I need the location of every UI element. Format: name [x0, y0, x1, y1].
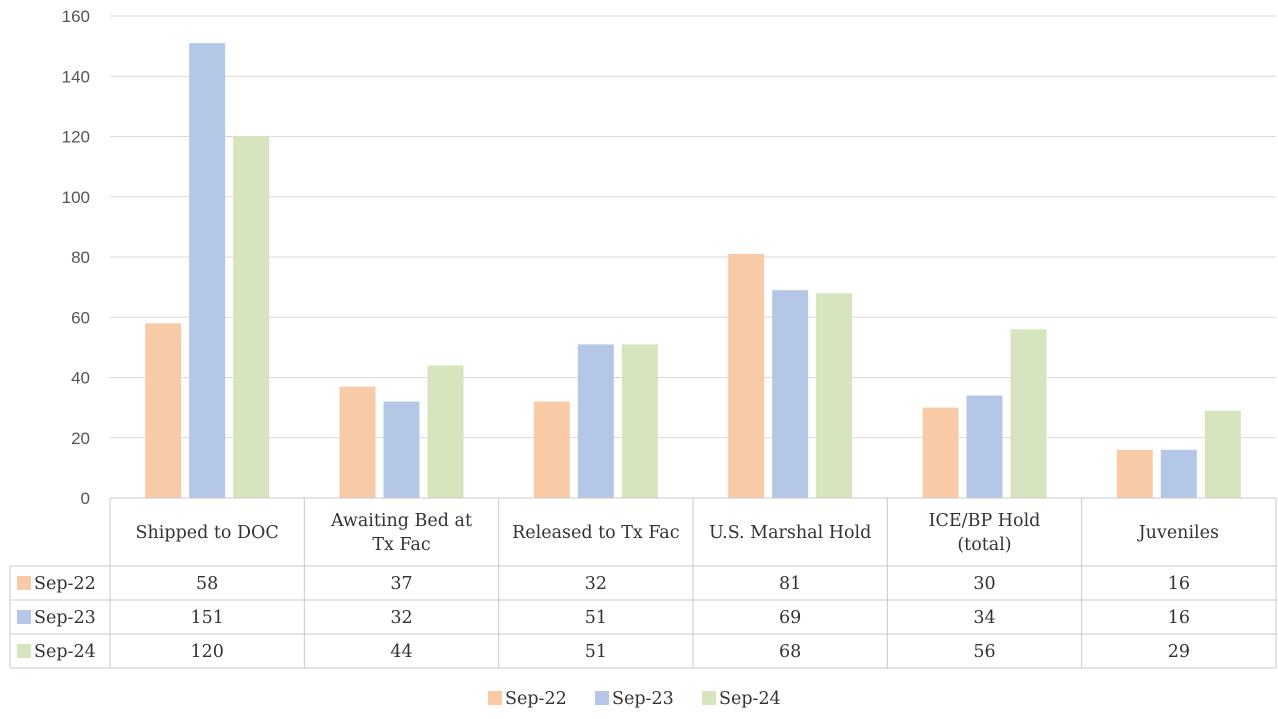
- legend-label: Sep-23: [612, 689, 674, 709]
- y-tick-label: 140: [62, 67, 90, 86]
- category-label: Awaiting Bed at: [330, 511, 472, 531]
- table-cell-value: 29: [1168, 642, 1190, 662]
- category-label: Tx Fac: [372, 535, 430, 555]
- legend-label: Sep-24: [719, 689, 781, 709]
- table-cell-value: 37: [390, 574, 412, 594]
- bar-sep-24-3: [816, 293, 853, 498]
- table-cell-value: 51: [585, 642, 607, 662]
- category-label: ICE/BP Hold: [929, 511, 1041, 531]
- legend-swatch: [488, 691, 502, 705]
- bar-sep-22-1: [339, 386, 376, 498]
- table-legend-swatch: [17, 610, 31, 624]
- bar-sep-24-2: [621, 344, 658, 498]
- bar-sep-24-1: [427, 365, 464, 498]
- category-label: Shipped to DOC: [136, 523, 279, 543]
- legend-swatch: [702, 691, 716, 705]
- table-series-label: Sep-23: [34, 608, 96, 628]
- bar-sep-22-0: [145, 323, 182, 498]
- y-axis-tick-labels: 0 20 40 60 80 100 120 140 160: [62, 7, 90, 508]
- category-label: (total): [957, 535, 1011, 555]
- data-table: Shipped to DOC Awaiting Bed at Tx Fac Relea…: [9, 497, 1277, 669]
- table-cell-value: 69: [779, 608, 801, 628]
- table-cell-value: 44: [390, 642, 412, 662]
- bar-sep-24-5: [1204, 410, 1241, 498]
- table-cell-value: 34: [973, 608, 995, 628]
- table-cell-value: 30: [973, 574, 995, 594]
- table-cell-value: 58: [196, 574, 218, 594]
- table-series-label: Sep-22: [34, 574, 96, 594]
- y-tick-label: 40: [71, 369, 90, 388]
- bar-sep-23-1: [383, 401, 420, 498]
- table-cell-value: 151: [190, 608, 223, 628]
- legend-label: Sep-22: [505, 689, 567, 709]
- bar-sep-23-5: [1160, 449, 1197, 498]
- table-cell-value: 56: [973, 642, 995, 662]
- table-cell-value: 32: [585, 574, 607, 594]
- y-tick-label: 80: [71, 248, 90, 267]
- table-series-label: Sep-24: [34, 642, 96, 662]
- table-legend-swatch: [17, 576, 31, 590]
- table-cell-value: 81: [779, 574, 801, 594]
- table-legend-swatch: [17, 644, 31, 658]
- bar-sep-23-2: [577, 344, 614, 498]
- y-tick-label: 160: [62, 7, 90, 26]
- table-cell-value: 120: [190, 642, 223, 662]
- bar-sep-23-4: [966, 395, 1003, 498]
- bar-sep-23-0: [189, 43, 226, 499]
- bar-sep-22-4: [922, 407, 959, 498]
- table-cell-value: 32: [390, 608, 412, 628]
- bar-sep-23-3: [772, 290, 809, 498]
- y-tick-label: 0: [81, 489, 90, 508]
- category-label: Juveniles: [1137, 523, 1219, 543]
- y-tick-label: 100: [62, 188, 90, 207]
- bar-sep-22-2: [533, 401, 570, 498]
- bar-sep-24-0: [233, 136, 270, 498]
- table-cell-value: 68: [779, 642, 801, 662]
- bar-sep-22-3: [728, 253, 765, 498]
- y-tick-label: 120: [62, 128, 90, 147]
- category-label: Released to Tx Fac: [512, 523, 679, 543]
- legend: Sep-22 Sep-23 Sep-24: [488, 689, 781, 709]
- legend-swatch: [595, 691, 609, 705]
- table-cell-value: 16: [1168, 574, 1190, 594]
- category-label: U.S. Marshal Hold: [709, 523, 871, 543]
- table-cell-value: 51: [585, 608, 607, 628]
- y-tick-label: 20: [71, 429, 90, 448]
- table-cell-value: 16: [1168, 608, 1190, 628]
- bar-sep-22-5: [1116, 449, 1153, 498]
- bars: [145, 43, 1241, 499]
- y-tick-label: 60: [71, 308, 90, 327]
- gridlines: [110, 15, 1276, 439]
- bar-sep-24-4: [1010, 329, 1047, 498]
